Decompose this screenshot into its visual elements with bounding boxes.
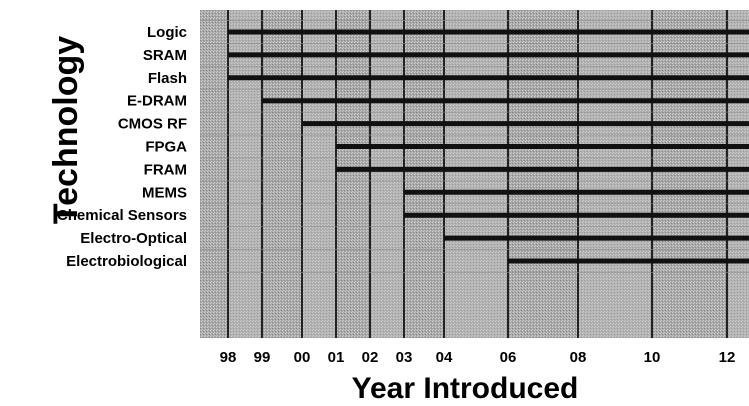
technology-label: Electrobiological <box>66 253 187 270</box>
technology-label: FRAM <box>144 161 187 178</box>
band <box>228 10 262 338</box>
technology-label: Flash <box>148 70 187 87</box>
vertical-grid <box>227 10 728 338</box>
band <box>302 10 336 338</box>
horizontal-grid <box>200 20 749 273</box>
plot-area <box>200 10 749 338</box>
y-axis-title: Technology <box>47 36 85 224</box>
year-tick-label: 02 <box>362 349 379 366</box>
year-tick-label: 08 <box>570 349 587 366</box>
year-tick-label: 98 <box>220 349 237 366</box>
year-tick-label: 10 <box>644 349 661 366</box>
x-axis-title: Year Introduced <box>352 372 579 405</box>
timeline-lines <box>228 29 749 264</box>
band <box>727 10 749 338</box>
year-tick-labels: 98 99 00 01 02 03 04 06 08 10 12 <box>220 349 736 366</box>
year-tick-label: 99 <box>254 349 271 366</box>
year-tick-label: 04 <box>436 349 453 366</box>
technology-label: CMOS RF <box>118 116 187 133</box>
year-tick-label: 06 <box>500 349 517 366</box>
technology-label: Logic <box>147 24 187 41</box>
year-tick-label: 00 <box>294 349 311 366</box>
technology-label: SRAM <box>143 47 187 64</box>
technology-label: MEMS <box>142 184 187 201</box>
band <box>444 10 508 338</box>
technology-labels: Logic SRAM Flash E-DRAM CMOS RF FPGA FRAM MEMS C… <box>57 24 187 270</box>
technology-label: Electro-Optical <box>80 230 187 247</box>
band-layer <box>228 10 749 338</box>
year-tick-label: 12 <box>719 349 736 366</box>
year-tick-label: 03 <box>396 349 413 366</box>
band <box>370 10 404 338</box>
technology-label: E-DRAM <box>127 93 187 110</box>
band <box>578 10 652 338</box>
year-tick-label: 01 <box>328 349 345 366</box>
technology-label: FPGA <box>145 139 187 156</box>
technology-label: Chemical Sensors <box>57 207 187 224</box>
